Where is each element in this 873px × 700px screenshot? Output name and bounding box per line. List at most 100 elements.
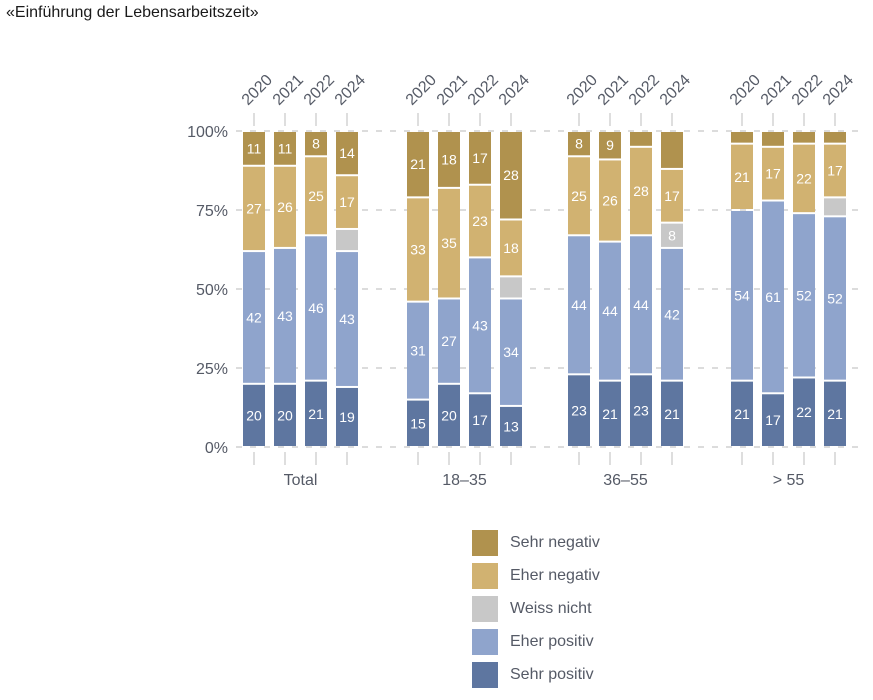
bar-segment-sehr-positiv [824, 381, 846, 446]
year-label: 2024 [820, 72, 857, 109]
data-label: 18 [441, 151, 457, 167]
data-label: 27 [246, 200, 262, 216]
data-label: 17 [827, 163, 843, 179]
data-label: 28 [503, 167, 519, 183]
legend-swatch [472, 628, 498, 655]
bar-segment-eher-positiv [469, 258, 491, 393]
data-label: 21 [734, 169, 750, 185]
data-label: 54 [734, 287, 750, 303]
data-label: 22 [796, 170, 812, 186]
bar-segment-eher-negativ [824, 144, 846, 197]
bar-segment-sehr-negativ [599, 132, 621, 159]
bar-segment-eher-positiv [305, 236, 327, 380]
bar-segment-eher-positiv [407, 302, 429, 399]
data-label: 8 [312, 136, 320, 152]
data-label: 23 [571, 403, 587, 419]
bar-segment-sehr-positiv [793, 378, 815, 446]
bar-segment-eher-negativ [336, 176, 358, 228]
data-label: 17 [765, 166, 781, 182]
chart-title: «Einführung der Lebensarbeitszeit» [6, 4, 259, 21]
data-label: 17 [765, 412, 781, 428]
year-label: 2022 [301, 72, 338, 109]
bar-segment-sehr-negativ [243, 132, 265, 165]
bar-segment-sehr-positiv [630, 375, 652, 446]
bar-segment-eher-positiv [243, 252, 265, 383]
y-tick-label: 100% [187, 124, 228, 141]
data-label: 8 [575, 136, 583, 152]
data-label: 17 [339, 194, 355, 210]
bar-segment-sehr-negativ [274, 132, 296, 165]
data-label: 46 [308, 300, 324, 316]
data-label: 28 [633, 183, 649, 199]
data-label: 27 [441, 333, 457, 349]
data-label: 25 [308, 188, 324, 204]
bar-segment-eher-negativ [274, 166, 296, 247]
data-label: 20 [441, 407, 457, 423]
bar-segment-eher-negativ [407, 198, 429, 301]
bar-segment-sehr-positiv [762, 394, 784, 446]
data-label: 44 [633, 297, 649, 313]
data-label: 21 [734, 406, 750, 422]
bar-segment-eher-positiv [661, 248, 683, 380]
year-label: 2020 [564, 72, 601, 109]
legend-swatch [472, 529, 498, 556]
bar-segment-sehr-negativ [305, 132, 327, 156]
bar-segment-sehr-negativ [438, 132, 460, 187]
bar-segment-sehr-negativ [630, 132, 652, 146]
bar-segment-sehr-negativ [793, 132, 815, 143]
legend-label: Sehr negativ [510, 533, 600, 551]
gridlines [236, 130, 862, 448]
bar-segment-eher-negativ [469, 185, 491, 257]
bar-segment-eher-positiv [568, 236, 590, 374]
bar-segment-sehr-positiv [407, 400, 429, 446]
bar-segment-sehr-negativ [731, 132, 753, 143]
bar-segment-eher-negativ [500, 220, 522, 276]
y-tick-label: 25% [196, 361, 228, 378]
year-label: 2020 [403, 72, 440, 109]
data-label: 17 [472, 150, 488, 166]
data-label: 42 [246, 309, 262, 325]
bar-segment-sehr-negativ [500, 132, 522, 219]
data-label: 22 [796, 404, 812, 420]
data-label: 23 [472, 213, 488, 229]
bar-segment-eher-negativ [793, 144, 815, 213]
bar-segment-eher-negativ [243, 166, 265, 251]
bar-segment-weiss-nicht [661, 223, 683, 247]
year-label: 2024 [496, 72, 533, 109]
legend-swatch [472, 661, 498, 688]
bar-segment-sehr-positiv [305, 381, 327, 446]
year-label: 2024 [332, 72, 369, 109]
data-label: 20 [277, 407, 293, 423]
bar-segment-sehr-positiv [731, 381, 753, 446]
legend-label: Sehr positiv [510, 665, 594, 683]
legend-label: Eher positiv [510, 632, 594, 650]
y-tick-label: 50% [196, 282, 228, 299]
data-label: 8 [668, 227, 676, 243]
data-label: 42 [664, 306, 680, 322]
data-label: 17 [664, 188, 680, 204]
data-label: 20 [246, 407, 262, 423]
data-label: 44 [571, 297, 587, 313]
data-label: 31 [410, 343, 426, 359]
legend-item: Weiss nicht [472, 592, 600, 625]
data-label: 21 [410, 156, 426, 172]
data-label: 11 [247, 140, 262, 156]
legend-item: Sehr positiv [472, 658, 600, 691]
bar-segment-eher-negativ [661, 169, 683, 222]
data-label: 52 [827, 290, 843, 306]
bar-segment-sehr-positiv [661, 381, 683, 446]
bar-segment-weiss-nicht [336, 229, 358, 251]
bar-segment-eher-positiv [599, 242, 621, 380]
bar-segment-eher-positiv [500, 299, 522, 405]
bar-segment-weiss-nicht [500, 277, 522, 298]
data-label: 43 [277, 308, 293, 324]
bar-segment-eher-negativ [438, 188, 460, 298]
bar-segment-sehr-negativ [469, 132, 491, 184]
legend-swatch [472, 595, 498, 622]
data-label: 11 [278, 140, 293, 156]
bar-segment-sehr-positiv [469, 394, 491, 446]
data-label: 17 [472, 412, 488, 428]
bar-segment-eher-positiv [630, 236, 652, 374]
bar-segment-sehr-positiv [568, 375, 590, 446]
